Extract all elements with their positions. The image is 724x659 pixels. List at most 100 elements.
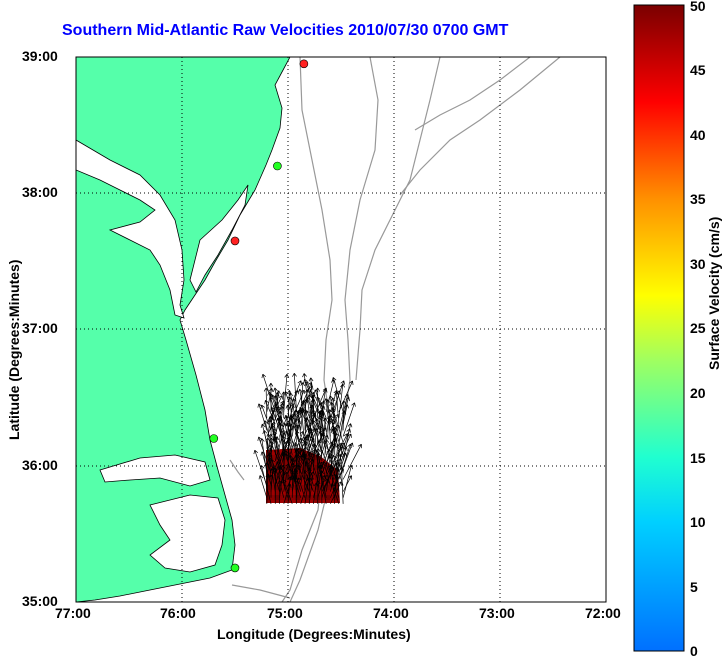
x-axis-label: Longitude (Degrees:Minutes) — [217, 626, 411, 642]
y-tick-label: 38:00 — [22, 184, 58, 200]
radar-stations — [209, 59, 309, 573]
x-tick-label: 73:00 — [479, 605, 515, 621]
velocity-arrow — [338, 383, 345, 419]
velocity-arrow — [292, 372, 297, 412]
velocity-arrow — [282, 479, 293, 505]
colorbar-tick-label: 15 — [690, 450, 706, 466]
colorbar-tick-label: 25 — [690, 320, 706, 336]
plot-frame — [75, 56, 607, 603]
velocity-arrow — [271, 394, 285, 425]
velocity-arrow — [297, 477, 306, 498]
colorbar-tick-label: 50 — [690, 0, 706, 14]
x-tick-label: 77:00 — [55, 605, 91, 621]
velocity-arrow — [285, 404, 293, 443]
velocity-arrow — [331, 407, 344, 443]
velocity-arrow — [284, 391, 293, 413]
velocity-arrow — [300, 382, 306, 412]
velocity-arrow — [307, 451, 319, 480]
x-tick-label: 75:00 — [267, 605, 303, 621]
radar-station-marker — [230, 236, 240, 246]
radar-station-marker — [273, 161, 282, 171]
velocity-arrow — [258, 475, 268, 498]
velocity-arrow — [297, 464, 310, 492]
velocity-arrow — [260, 404, 272, 431]
velocity-arrow — [325, 399, 331, 425]
velocity-arrow — [331, 454, 344, 486]
velocity-arrow — [334, 433, 344, 455]
velocity-arrow — [277, 480, 285, 498]
velocity-arrow — [276, 417, 285, 437]
velocity-arrow — [327, 455, 340, 486]
velocity-arrow — [311, 420, 323, 455]
velocity-arrow — [330, 483, 340, 505]
velocity-arrow — [307, 427, 319, 455]
velocity-arrow — [285, 421, 297, 455]
velocity-arrow — [311, 409, 323, 437]
velocity-arrows — [253, 372, 363, 505]
velocity-arrow — [342, 397, 351, 419]
y-tick-label: 37:00 — [22, 320, 58, 336]
velocity-arrow — [263, 420, 272, 443]
velocity-arrow — [303, 378, 319, 413]
velocity-arrow — [289, 458, 302, 492]
velocity-arrow — [284, 414, 293, 449]
velocity-arrow — [275, 461, 289, 498]
velocity-arrow — [316, 440, 327, 462]
colorbar-tick-label: 45 — [690, 62, 706, 78]
velocity-arrow — [264, 399, 276, 425]
velocity-arrow — [321, 433, 335, 468]
radar-station-marker — [230, 563, 240, 573]
velocity-arrow — [272, 430, 280, 449]
velocity-arrow — [281, 435, 293, 462]
velocity-arrow — [257, 436, 272, 474]
velocity-arrow — [305, 381, 323, 419]
velocity-arrow — [318, 431, 327, 449]
velocity-arrow — [269, 440, 285, 474]
map-title: Southern Mid-Atlantic Raw Velocities 201… — [62, 22, 509, 39]
velocity-arrow — [342, 428, 351, 449]
velocity-arrow — [318, 412, 327, 443]
velocity-arrow — [288, 392, 297, 425]
velocity-arrow — [328, 468, 340, 498]
velocity-arrow — [338, 380, 354, 413]
velocity-arrow — [292, 476, 302, 498]
x-tick-label: 74:00 — [373, 605, 409, 621]
velocity-arrow — [330, 397, 336, 419]
velocity-arrow — [330, 428, 340, 449]
radar-station-marker — [299, 59, 309, 69]
colorbar-tick-label: 35 — [690, 191, 706, 207]
velocity-arrow — [270, 459, 280, 480]
velocity-arrow — [291, 398, 302, 425]
velocity-arrow — [342, 402, 356, 437]
velocity-arrow — [268, 382, 274, 412]
y-axis-label: Latitude (Degrees:Minutes) — [6, 259, 22, 440]
velocity-arrow — [342, 475, 353, 492]
velocity-arrow — [290, 416, 302, 449]
colorbar-label: Surface Velocity (cm/s) — [706, 216, 722, 370]
colorbar-tick-label: 30 — [690, 256, 706, 272]
velocity-arrow — [342, 443, 363, 480]
velocity-arrow — [261, 373, 276, 413]
colorbar — [633, 4, 685, 652]
velocity-arrow — [306, 396, 319, 425]
velocity-arrow — [300, 449, 310, 474]
velocity-arrow — [274, 390, 281, 419]
colorbar-tick-label: 40 — [690, 127, 706, 143]
velocity-arrow — [331, 377, 344, 413]
velocity-arrow — [338, 453, 344, 474]
velocity-field — [253, 372, 363, 505]
y-tick-label: 36:00 — [22, 457, 58, 473]
delmarva-bay — [189, 184, 249, 293]
velocity-arrow — [322, 461, 331, 486]
pamlico-sound — [149, 494, 226, 573]
chesapeake-bay — [76, 139, 185, 319]
colorbar-tick-label: 10 — [690, 514, 706, 530]
colorbar-tick-label: 5 — [690, 579, 698, 595]
velocity-arrow — [304, 456, 314, 480]
y-tick-label: 35:00 — [22, 593, 58, 609]
y-tick-label: 39:00 — [22, 48, 58, 64]
velocity-arrow — [270, 406, 285, 443]
colorbar-tick-label: 20 — [690, 385, 706, 401]
velocity-arrow — [294, 430, 306, 455]
